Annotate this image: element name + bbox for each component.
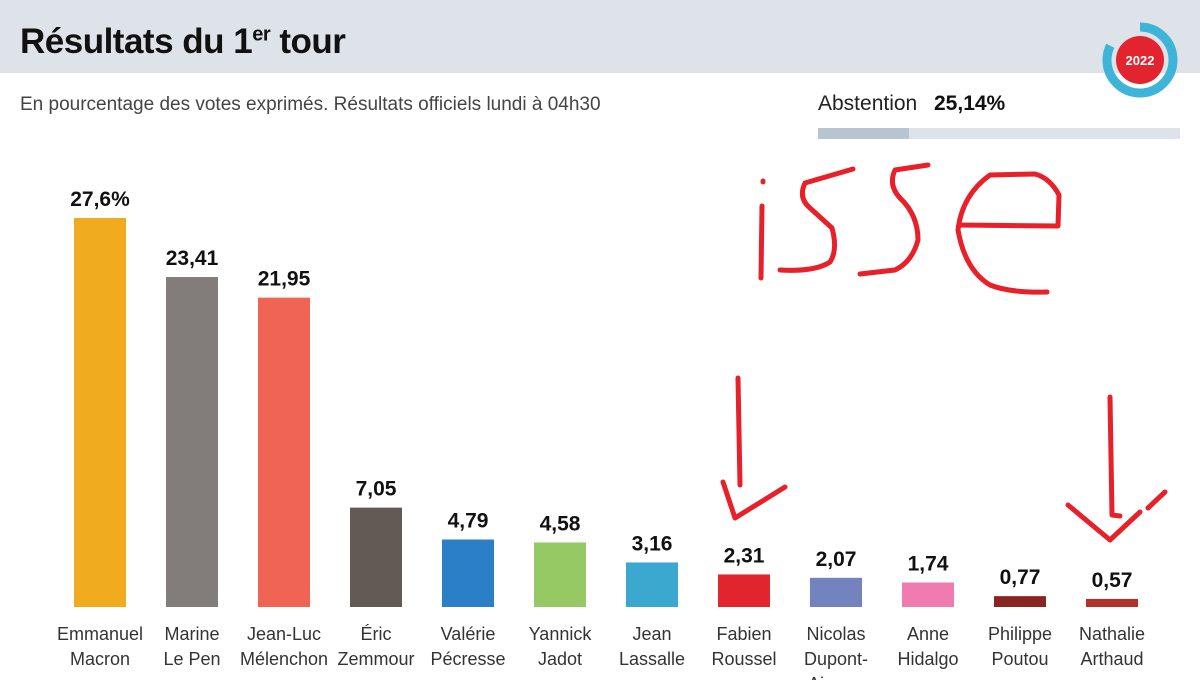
bar-value-label: 27,6% [70,188,130,211]
bar [718,574,770,607]
category-label: Arthaud [1080,649,1143,669]
category-label: Roussel [711,649,776,669]
bar-value-label: 4,58 [540,512,581,535]
category-label: Lassalle [619,649,685,669]
bar-value-label: 3,16 [632,532,673,555]
abstention-bar-fill [818,128,909,139]
category-label: Macron [70,649,130,669]
category-label: Pécresse [430,649,505,669]
category-label: Emmanuel [57,624,143,644]
category-label: Fabien [716,624,771,644]
category-label: Aignan [808,674,864,680]
category-label: Hidalgo [897,649,958,669]
category-label: Marine [164,624,219,644]
abstention-bar [818,128,1180,139]
bar [442,539,494,607]
bar [534,542,586,607]
election-2022-logo: 2022 [1102,22,1178,98]
category-label: Mélenchon [240,649,328,669]
bar [902,582,954,607]
category-label: Philippe [988,624,1052,644]
category-label: Jean-Luc [247,624,321,644]
bar-value-label: 2,31 [724,544,765,567]
bar [994,596,1046,607]
bar-value-label: 7,05 [356,478,397,501]
page-title: Résultats du 1er tour [20,22,346,61]
bar-value-label: 2,07 [816,548,857,571]
category-label: Éric [361,624,392,644]
abstention-value: 25,14% [934,92,1006,115]
category-label: Poutou [991,649,1048,669]
category-label: Jadot [538,649,582,669]
category-label: Nicolas [806,624,865,644]
bar [166,277,218,607]
category-label: Anne [907,624,949,644]
bar-value-label: 21,95 [258,268,311,291]
bar [350,507,402,607]
logo-year: 2022 [1126,53,1155,68]
bar [626,562,678,607]
category-label: Dupont- [804,649,868,669]
bar [810,577,862,607]
category-label: Nathalie [1079,624,1145,644]
bar-value-label: 0,77 [1000,566,1041,589]
bar [74,218,126,607]
bar [258,297,310,607]
subtitle: En pourcentage des votes exprimés. Résul… [20,94,601,115]
header-band [0,0,1200,73]
bar-value-label: 1,74 [908,552,949,575]
bar-value-label: 0,57 [1092,569,1133,592]
category-label: Jean [632,624,671,644]
category-label: Zemmour [337,649,414,669]
category-label: Yannick [529,624,593,644]
bar [1086,598,1138,607]
category-label: Le Pen [163,649,220,669]
category-label: Valérie [441,624,496,644]
bar-value-label: 23,41 [166,247,219,270]
abstention-label: Abstention [818,92,918,115]
bar-value-label: 4,79 [448,509,489,532]
